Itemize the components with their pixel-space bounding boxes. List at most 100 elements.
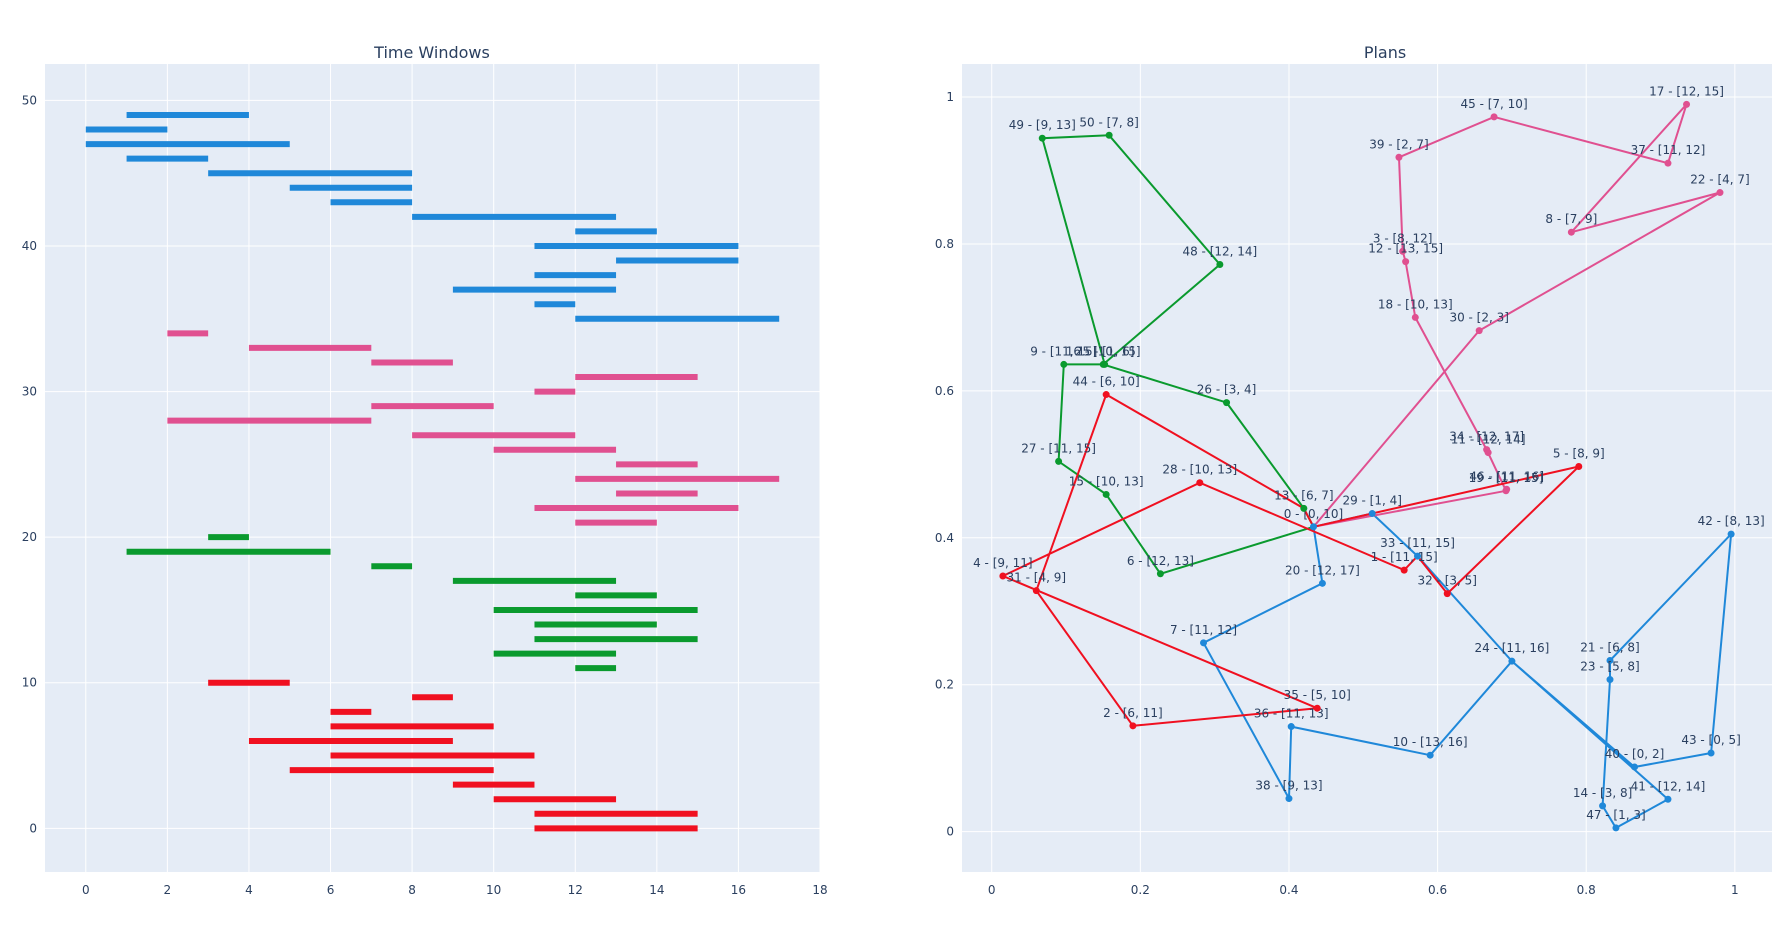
plan-stop-marker: [1402, 258, 1410, 266]
plan-stop-marker: [1129, 722, 1137, 730]
plan-stop-label: 26 - [3, 4]: [1197, 383, 1257, 397]
plan-stop-marker: [1475, 327, 1483, 335]
plan-stop-label: 9 - [11, 15]: [1030, 344, 1097, 358]
plan-stop-marker: [1664, 795, 1672, 803]
plan-stop-label: 34 - [12, 17]: [1449, 430, 1524, 444]
plan-stop-label: 29 - [1, 4]: [1342, 494, 1402, 508]
plan-stop-label: 39 - [2, 7]: [1369, 137, 1429, 151]
tw-x-tick-label: 8: [408, 883, 416, 897]
tw-x-tick-label: 0: [82, 883, 90, 897]
plans-title: Plans: [1364, 43, 1406, 62]
tw-x-tick-label: 6: [327, 883, 335, 897]
plan-stop-label: 23 - [5, 8]: [1580, 660, 1640, 674]
plan-stop-label: 36 - [11, 13]: [1254, 707, 1329, 721]
plan-stop-label: 18 - [10, 13]: [1378, 297, 1453, 311]
plan-stop-marker: [1631, 763, 1639, 771]
plans-y-tick-label: 0.6: [935, 384, 954, 398]
plan-stop-label: 28 - [10, 13]: [1162, 463, 1237, 477]
plan-stop-marker: [1223, 399, 1231, 407]
plan-stop-label: 11 - [12, 14]: [1451, 433, 1526, 447]
plan-stop-marker: [1599, 802, 1607, 810]
plan-stop-label: 0 - [0, 10]: [1284, 507, 1344, 521]
plan-stop-marker: [1101, 360, 1109, 368]
plan-stop-label: 4 - [9, 11]: [973, 556, 1033, 570]
plan-stop-marker: [1395, 153, 1403, 161]
plans-x-tick-label: 1: [1731, 883, 1739, 897]
plan-stop-label: 43 - [0, 5]: [1681, 733, 1741, 747]
plan-stop-marker: [1664, 159, 1672, 167]
plan-stop-label: 22 - [4, 7]: [1690, 173, 1750, 187]
plan-stop-label: 20 - [12, 17]: [1285, 563, 1360, 577]
plan-stop-marker: [1411, 313, 1419, 321]
plans-y-tick-label: 0.2: [935, 678, 954, 692]
plan-stop-label: 47 - [1, 3]: [1586, 808, 1646, 822]
plan-stop-label: 10 - [13, 16]: [1393, 735, 1468, 749]
plan-stop-marker: [1368, 510, 1376, 518]
plan-stop-marker: [1606, 656, 1614, 664]
plan-stop-marker: [1400, 566, 1408, 574]
plans-y-tick-label: 1: [946, 90, 954, 104]
plan-stop-label: 25 - [1, 6]: [1075, 344, 1135, 358]
plan-stop-marker: [1399, 247, 1407, 255]
plan-stop-label: 32 - [3, 5]: [1418, 574, 1478, 588]
plan-stop-label: 24 - [11, 16]: [1475, 641, 1550, 655]
plan-stop-label: 21 - [6, 8]: [1580, 640, 1640, 654]
plan-stop-marker: [1606, 676, 1614, 684]
plan-stop-marker: [1300, 504, 1308, 512]
tw-y-tick-label: 10: [22, 676, 37, 690]
plan-stop-label: 13 - [6, 7]: [1274, 488, 1334, 502]
plan-stop-label: 7 - [11, 12]: [1170, 623, 1237, 637]
plan-stop-label: 19 - [11, 15]: [1469, 471, 1544, 485]
plan-stop-marker: [1707, 749, 1715, 757]
plan-stop-marker: [1716, 189, 1724, 197]
plan-stop-marker: [1309, 523, 1317, 531]
plan-stop-marker: [1426, 751, 1434, 759]
tw-y-tick-label: 40: [22, 239, 37, 253]
plan-stop-label: 5 - [8, 9]: [1553, 447, 1605, 461]
plan-stop-marker: [1318, 579, 1326, 587]
plan-stop-marker: [1055, 457, 1063, 465]
plans-y-tick-label: 0.4: [935, 531, 954, 545]
plan-stop-marker: [1200, 639, 1208, 647]
plan-stop-marker: [1156, 570, 1164, 578]
plan-stop-label: 12 - [13, 15]: [1368, 242, 1443, 256]
plans-x-tick-label: 0.8: [1577, 883, 1596, 897]
plan-stop-label: 41 - [12, 14]: [1631, 779, 1706, 793]
plan-stop-marker: [1105, 131, 1113, 139]
plan-stop-marker: [1727, 530, 1735, 538]
plans-y-tick-label: 0: [946, 825, 954, 839]
plan-route-line: [1312, 103, 1721, 528]
plan-stop-marker: [1102, 490, 1110, 498]
plans-plot-area: [962, 64, 1772, 872]
plan-stop-label: 37 - [11, 12]: [1631, 143, 1706, 157]
plan-stop-label: 44 - [6, 10]: [1073, 375, 1140, 389]
plan-stop-label: 45 - [7, 10]: [1461, 97, 1528, 111]
tw-y-tick-label: 20: [22, 530, 37, 544]
plan-stop-label: 3 - [8, 12]: [1373, 231, 1433, 245]
plan-stop-marker: [1032, 587, 1040, 595]
plan-stop-label: 50 - [7, 8]: [1079, 115, 1139, 129]
plan-stop-marker: [1508, 657, 1516, 665]
plans-x-tick-label: 0.4: [1279, 883, 1298, 897]
plan-stop-marker: [1503, 485, 1511, 493]
plan-stop-label: 33 - [11, 15]: [1380, 536, 1455, 550]
plan-stop-marker: [1575, 463, 1583, 471]
time-windows-title: Time Windows: [373, 43, 490, 62]
plan-stop-label: 1 - [11, 15]: [1371, 550, 1438, 564]
plan-stop-label: 42 - [8, 13]: [1698, 514, 1765, 528]
plan-stop-label: 38 - [9, 13]: [1255, 779, 1322, 793]
plan-stop-marker: [1683, 100, 1691, 108]
plan-stop-marker: [1038, 134, 1046, 142]
plan-stop-label: 27 - [11, 15]: [1021, 441, 1096, 455]
time-windows-plot-area: [45, 64, 820, 872]
plan-stop-marker: [1060, 360, 1068, 368]
plan-stop-label: 31 - [4, 9]: [1007, 571, 1067, 585]
plan-stop-marker: [1484, 449, 1492, 457]
plan-stop-label: 49 - [9, 13]: [1009, 118, 1076, 132]
tw-y-tick-label: 0: [29, 821, 37, 835]
plans-x-tick-label: 0.6: [1428, 883, 1447, 897]
plan-stop-label: 30 - [2, 3]: [1449, 311, 1509, 325]
plan-stop-marker: [1612, 824, 1620, 832]
plan-stop-label: 40 - [0, 2]: [1605, 747, 1665, 761]
